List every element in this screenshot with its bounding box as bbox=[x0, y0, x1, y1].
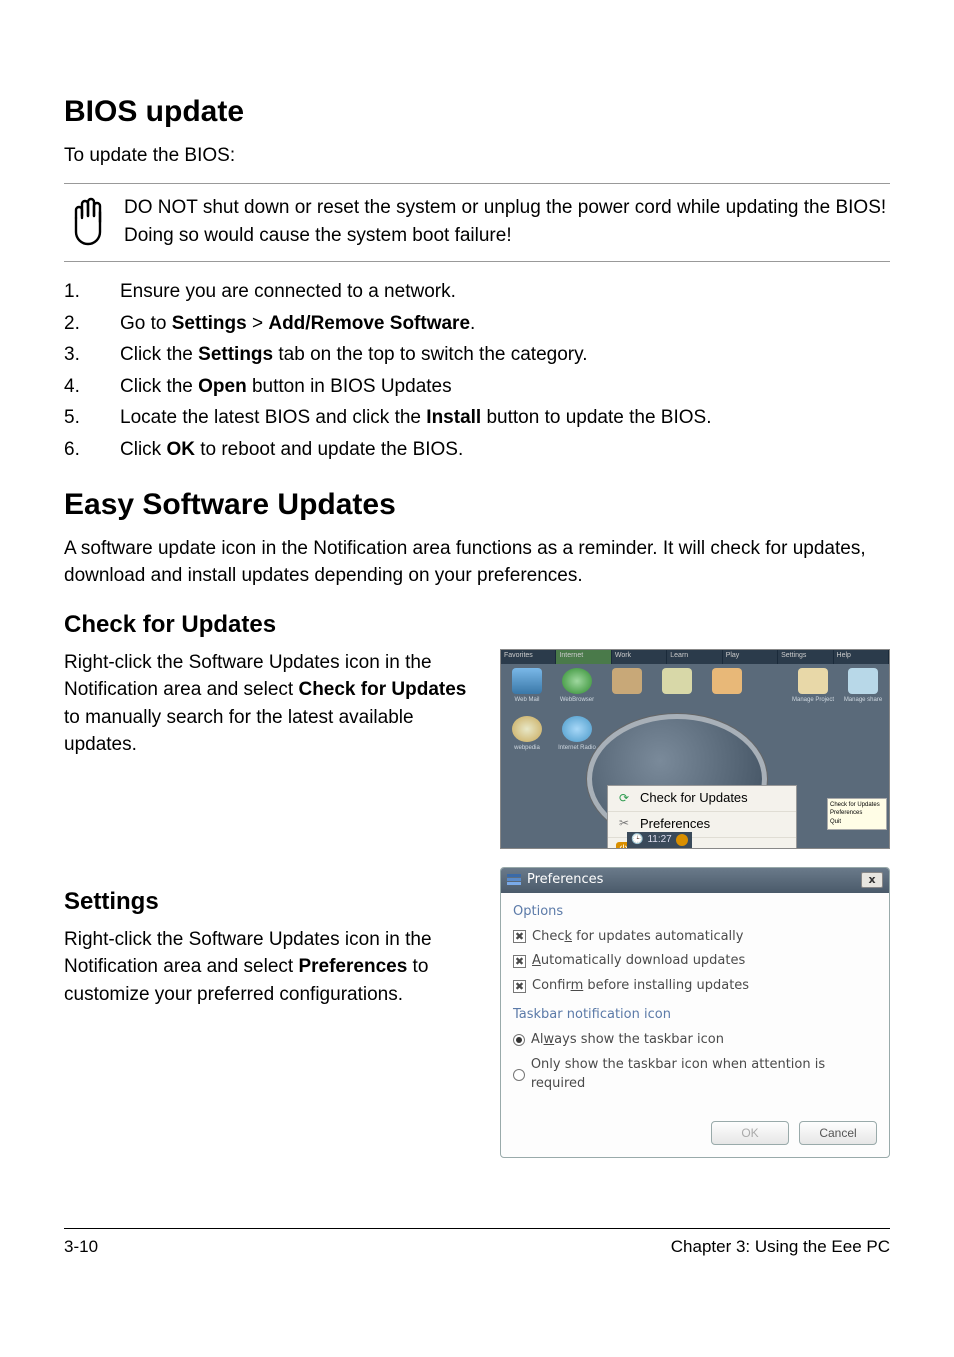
desktop-icon-manage2[interactable]: Manage share bbox=[843, 668, 883, 705]
chapter-title: Chapter 3: Using the Eee PC bbox=[671, 1235, 890, 1260]
step-1: Ensure you are connected to a network. bbox=[64, 278, 890, 306]
window-icon bbox=[507, 874, 521, 886]
tray-tooltip: Check for Updates Preferences Quit bbox=[827, 798, 887, 830]
warning-text: DO NOT shut down or reset the system or … bbox=[124, 194, 890, 249]
tab-settings[interactable]: Settings bbox=[778, 650, 833, 664]
checkbox-confirm-install[interactable]: ✖ Confirm before installing updates bbox=[513, 977, 877, 996]
check-updates-para: Right-click the Software Updates icon in… bbox=[64, 649, 476, 759]
desktop-icon-manage1[interactable]: Manage Project bbox=[793, 668, 833, 705]
tab-favorites[interactable]: Favorites bbox=[501, 650, 556, 664]
ok-button[interactable]: OK bbox=[711, 1121, 789, 1145]
checkbox-icon: ✖ bbox=[513, 980, 526, 993]
radio-icon bbox=[513, 1069, 525, 1081]
desktop-icon-3[interactable] bbox=[607, 668, 647, 705]
cancel-button[interactable]: Cancel bbox=[799, 1121, 877, 1145]
desktop-icon-5[interactable] bbox=[707, 668, 747, 705]
heading-bios-update: BIOS update bbox=[64, 90, 890, 134]
tab-play[interactable]: Play bbox=[723, 650, 778, 664]
screenshot-context-menu: Favorites Internet Work Learn Play Setti… bbox=[500, 649, 890, 849]
desktop-icon-4[interactable] bbox=[657, 668, 697, 705]
desktop-icon-webpedia[interactable]: webpedia bbox=[507, 716, 547, 753]
menu-preferences-label: Preferences bbox=[640, 815, 710, 834]
tab-help[interactable]: Help bbox=[834, 650, 889, 664]
step-6-text: Click OK to reboot and update the BIOS. bbox=[120, 436, 890, 464]
step-4-text: Click the Open button in BIOS Updates bbox=[120, 373, 890, 401]
step-6: Click OK to reboot and update the BIOS. bbox=[64, 436, 890, 464]
checkbox-auto-check[interactable]: ✖ Check for updates automatically bbox=[513, 928, 877, 947]
step-1-text: Ensure you are connected to a network. bbox=[120, 278, 890, 306]
dialog-titlebar: Preferences x bbox=[501, 868, 889, 893]
bios-steps-list: Ensure you are connected to a network. G… bbox=[64, 278, 890, 463]
tab-internet[interactable]: Internet bbox=[556, 650, 611, 664]
menu-check-updates[interactable]: ⟳ Check for Updates bbox=[608, 786, 796, 812]
heading-settings: Settings bbox=[64, 885, 476, 920]
step-3: Click the Settings tab on the top to swi… bbox=[64, 341, 890, 369]
checkbox-auto-download[interactable]: ✖ Automatically download updates bbox=[513, 952, 877, 971]
legend-options: Options bbox=[513, 903, 877, 922]
warning-box: DO NOT shut down or reset the system or … bbox=[64, 183, 890, 262]
taskbar-clock: 11:27 bbox=[647, 833, 671, 848]
intro-bios: To update the BIOS: bbox=[64, 142, 890, 170]
step-5-text: Locate the latest BIOS and click the Ins… bbox=[120, 404, 890, 432]
step-5: Locate the latest BIOS and click the Ins… bbox=[64, 404, 890, 432]
close-button[interactable]: x bbox=[861, 872, 883, 888]
tools-icon: ✂ bbox=[616, 816, 632, 832]
page-footer: 3-10 Chapter 3: Using the Eee PC bbox=[64, 1228, 890, 1260]
heading-check-updates: Check for Updates bbox=[64, 608, 890, 643]
dialog-title: Preferences bbox=[527, 871, 603, 890]
easy-updates-para: A software update icon in the Notificati… bbox=[64, 535, 890, 590]
tab-work[interactable]: Work bbox=[612, 650, 667, 664]
checkbox-icon: ✖ bbox=[513, 955, 526, 968]
step-2-text: Go to Settings > Add/Remove Software. bbox=[120, 310, 890, 338]
desktop-tabs: Favorites Internet Work Learn Play Setti… bbox=[501, 650, 889, 664]
hand-warning-icon bbox=[64, 194, 112, 246]
step-2: Go to Settings > Add/Remove Software. bbox=[64, 310, 890, 338]
desktop-icon-browser[interactable]: WebBrowser bbox=[557, 668, 597, 705]
tab-learn[interactable]: Learn bbox=[667, 650, 722, 664]
radio-icon bbox=[513, 1034, 525, 1046]
refresh-icon: ⟳ bbox=[616, 790, 632, 806]
radio-only-attention[interactable]: Only show the taskbar icon when attentio… bbox=[513, 1056, 877, 1094]
tray-updates-icon[interactable] bbox=[676, 834, 688, 846]
page-number: 3-10 bbox=[64, 1235, 98, 1260]
desktop-icons-row2: webpedia Internet Radio bbox=[507, 716, 597, 753]
menu-check-updates-label: Check for Updates bbox=[640, 789, 748, 808]
desktop-icon-webmail[interactable]: Web Mail bbox=[507, 668, 547, 705]
legend-taskbar: Taskbar notification icon bbox=[513, 1006, 877, 1025]
clock-icon: 🕒 bbox=[631, 833, 643, 848]
desktop-icon-radio[interactable]: Internet Radio bbox=[557, 716, 597, 753]
page: BIOS update To update the BIOS: DO NOT s… bbox=[0, 0, 954, 1300]
heading-easy-updates: Easy Software Updates bbox=[64, 483, 890, 527]
checkbox-icon: ✖ bbox=[513, 930, 526, 943]
desktop-icons-row1: Web Mail WebBrowser Manage Project Manag… bbox=[507, 668, 883, 705]
screenshot-preferences-dialog: Preferences x Options ✖ Check for update… bbox=[500, 867, 890, 1159]
step-3-text: Click the Settings tab on the top to swi… bbox=[120, 341, 890, 369]
radio-always-show[interactable]: Always show the taskbar icon bbox=[513, 1031, 877, 1050]
settings-para: Right-click the Software Updates icon in… bbox=[64, 926, 476, 1009]
step-4: Click the Open button in BIOS Updates bbox=[64, 373, 890, 401]
taskbar: 🕒 11:27 bbox=[627, 832, 692, 848]
